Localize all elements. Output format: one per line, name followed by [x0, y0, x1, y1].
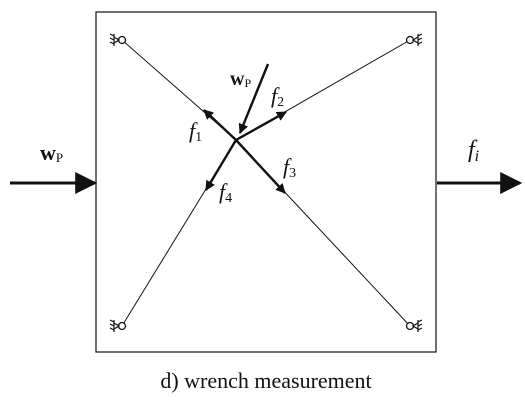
anchor-top-right-icon: [405, 33, 423, 46]
force-label-4: f4: [219, 179, 232, 206]
force-arrow-2: [235, 110, 287, 142]
body-frame: [95, 11, 437, 353]
applied-wrench-arrow: [238, 63, 270, 134]
anchor-top-left-icon: [109, 33, 127, 46]
force-label-1: f1: [189, 118, 202, 145]
anchor-bottom-right-icon: [405, 319, 423, 332]
force-arrow-4: [204, 139, 238, 191]
input-wrench-label: wP: [40, 140, 63, 165]
caption: d) wrench measurement: [160, 368, 371, 393]
force-arrow-3: [235, 139, 286, 194]
force-label-2: f2: [271, 83, 284, 110]
output-force-label: fi: [468, 137, 479, 165]
force-arrow-1: [203, 109, 237, 141]
force-label-3: f3: [283, 154, 296, 181]
anchor-bottom-left-icon: [109, 319, 127, 332]
applied-wrench-label: wP: [230, 68, 251, 90]
